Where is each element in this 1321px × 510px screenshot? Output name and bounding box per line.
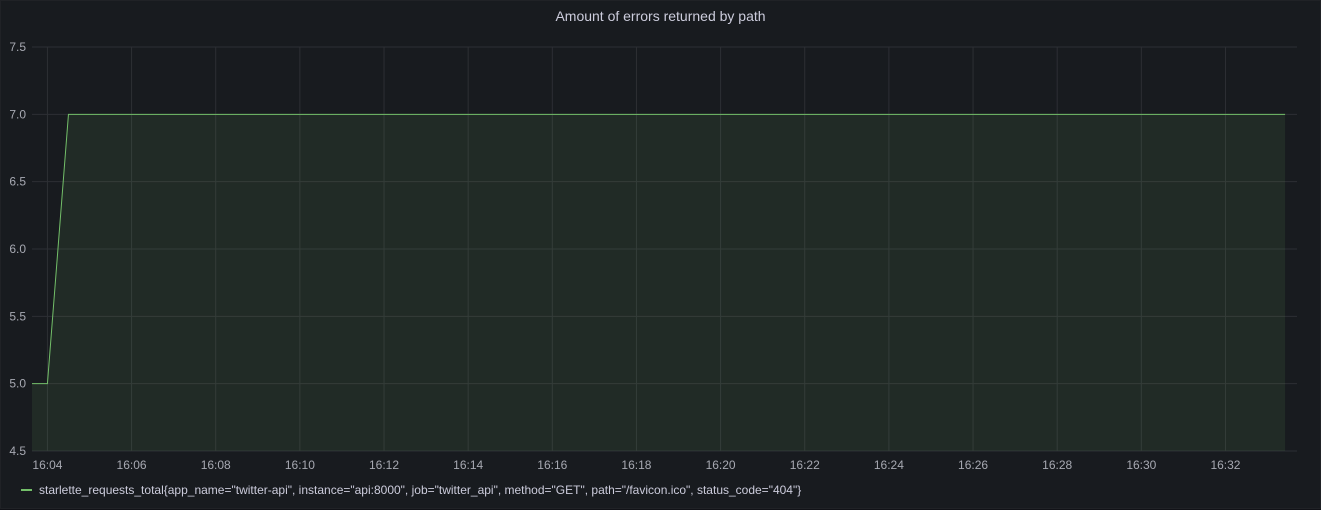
series-lines	[32, 113, 1286, 385]
x-tick-label: 16:26	[958, 458, 988, 472]
y-tick-label: 4.5	[9, 444, 26, 458]
series-area-fill	[32, 114, 1286, 451]
y-tick-label: 6.5	[9, 175, 26, 189]
y-tick-label: 7.0	[9, 107, 26, 121]
y-tick-label: 6.0	[9, 242, 26, 256]
x-tick-label: 16:30	[1126, 458, 1156, 472]
legend-series-label[interactable]: starlette_requests_total{app_name="twitt…	[39, 483, 802, 497]
x-tick-label: 16:22	[790, 458, 820, 472]
y-tick-label: 5.5	[9, 309, 26, 323]
x-tick-label: 16:06	[117, 458, 147, 472]
y-tick-label: 7.5	[9, 40, 26, 54]
series-line	[32, 113, 1286, 385]
x-tick-label: 16:12	[369, 458, 399, 472]
x-axis-ticks: 16:04 16:06 16:08 16:10 16:12 16:14 16:16 16:18…	[32, 458, 1240, 472]
x-tick-label: 16:16	[537, 458, 567, 472]
panel-title: Amount of errors returned by path	[555, 8, 766, 24]
y-tick-label: 5.0	[9, 377, 26, 391]
legend[interactable]: starlette_requests_total{app_name="twitt…	[21, 480, 801, 500]
series-area	[32, 114, 1286, 451]
x-tick-label: 16:14	[453, 458, 483, 472]
x-tick-label: 16:08	[201, 458, 231, 472]
x-tick-label: 16:32	[1210, 458, 1240, 472]
x-tick-label: 16:10	[285, 458, 315, 472]
legend-series-swatch	[21, 489, 32, 491]
y-axis-ticks: 4.5 5.0 5.5 6.0 6.5 7.0 7.5	[9, 40, 26, 458]
x-tick-label: 16:20	[706, 458, 736, 472]
x-tick-label: 16:28	[1042, 458, 1072, 472]
x-tick-label: 16:24	[874, 458, 904, 472]
x-tick-label: 16:18	[621, 458, 651, 472]
x-tick-label: 16:04	[32, 458, 62, 472]
